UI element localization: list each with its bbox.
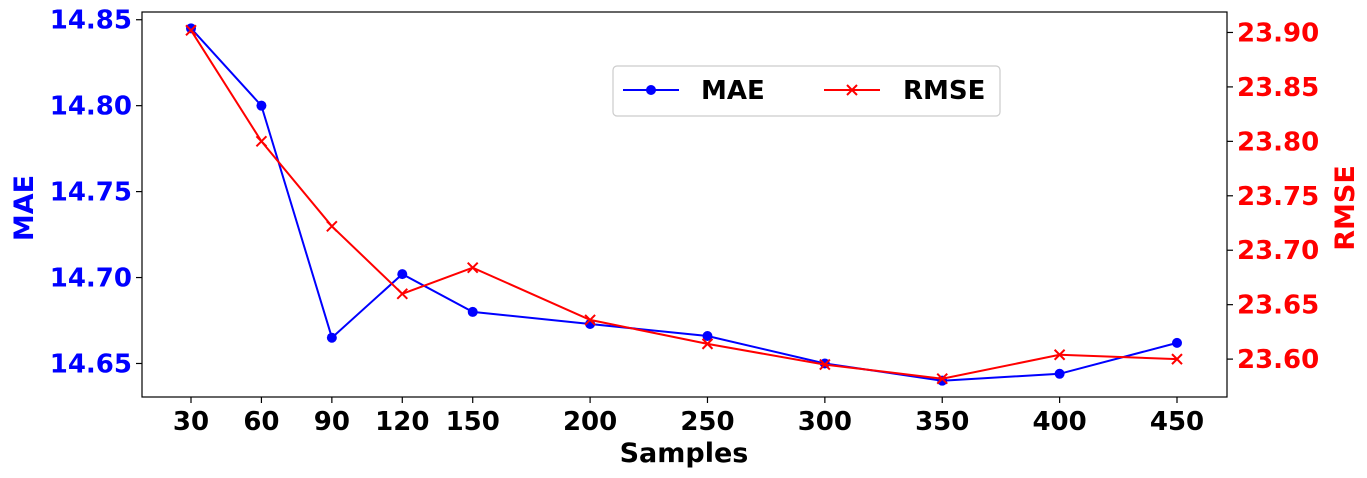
left-y-tick-label: 14.80: [50, 92, 132, 122]
rmse-point: [1171, 353, 1183, 365]
right-y-tick-label: 23.80: [1237, 127, 1319, 157]
x-tick-label: 450: [1150, 407, 1204, 437]
rmse-point: [467, 261, 479, 274]
mae-point: [397, 269, 408, 280]
rmse-point: [701, 338, 714, 350]
x-axis-label: Samples: [620, 438, 749, 469]
left-y-tick-label: 14.70: [50, 264, 132, 294]
rmse-point: [936, 373, 948, 385]
right-y-tick-label: 23.90: [1237, 18, 1319, 48]
left-y-tick-label: 14.85: [50, 6, 132, 36]
right-y-tick-label: 23.65: [1237, 291, 1319, 321]
left-y-tick-label: 14.65: [50, 349, 132, 379]
x-tick-label: 300: [798, 407, 852, 437]
x-tick-label: 350: [915, 407, 969, 437]
rmse-point: [255, 135, 268, 148]
left-y-axis: 14.65 14.70 14.75 14.80 14.85: [50, 6, 142, 379]
mae-point: [256, 100, 267, 111]
rmse-point: [326, 220, 338, 232]
x-tick-label: 150: [446, 407, 500, 437]
legend: MAE RMSE: [612, 65, 1001, 117]
mae-point: [702, 330, 713, 341]
legend-frame: [612, 65, 1001, 117]
x-axis: 30 60 90 120 150 200 250 300 350 400 450: [173, 397, 1204, 437]
rmse-point: [1053, 349, 1066, 361]
mae-point: [1172, 337, 1182, 348]
legend-mae-label: MAE: [701, 76, 765, 106]
right-y-tick-label: 23.70: [1237, 236, 1319, 266]
legend-rmse-label: RMSE: [903, 76, 985, 106]
right-y-tick-label: 23.60: [1237, 345, 1319, 375]
rmse-point: [819, 358, 831, 371]
rmse-point: [584, 314, 596, 326]
x-tick-label: 60: [243, 407, 279, 437]
right-y-tick-label: 23.75: [1237, 182, 1319, 212]
left-y-tick-label: 14.75: [50, 178, 132, 208]
legend-rmse-marker: [846, 84, 858, 96]
x-tick-label: 120: [375, 407, 429, 437]
mae-point: [186, 23, 196, 34]
legend-mae-marker: [646, 85, 656, 95]
right-y-tick-label: 23.85: [1237, 73, 1319, 103]
mae-point: [467, 306, 478, 317]
x-tick-label: 30: [173, 407, 209, 437]
rmse-point: [396, 288, 408, 300]
left-y-axis-label: MAE: [9, 175, 40, 241]
rmse-point: [185, 24, 197, 36]
x-tick-label: 250: [680, 407, 734, 437]
x-tick-label: 90: [314, 407, 350, 437]
right-y-axis-label: RMSE: [1330, 165, 1361, 251]
series-layer: [185, 23, 1183, 386]
x-tick-label: 200: [563, 407, 617, 437]
right-y-axis: 23.60 23.65 23.70 23.75 23.80 23.85 23.90: [1227, 18, 1319, 375]
mae-point: [1054, 368, 1065, 379]
mae-point: [326, 332, 337, 343]
x-tick-label: 400: [1032, 407, 1086, 437]
